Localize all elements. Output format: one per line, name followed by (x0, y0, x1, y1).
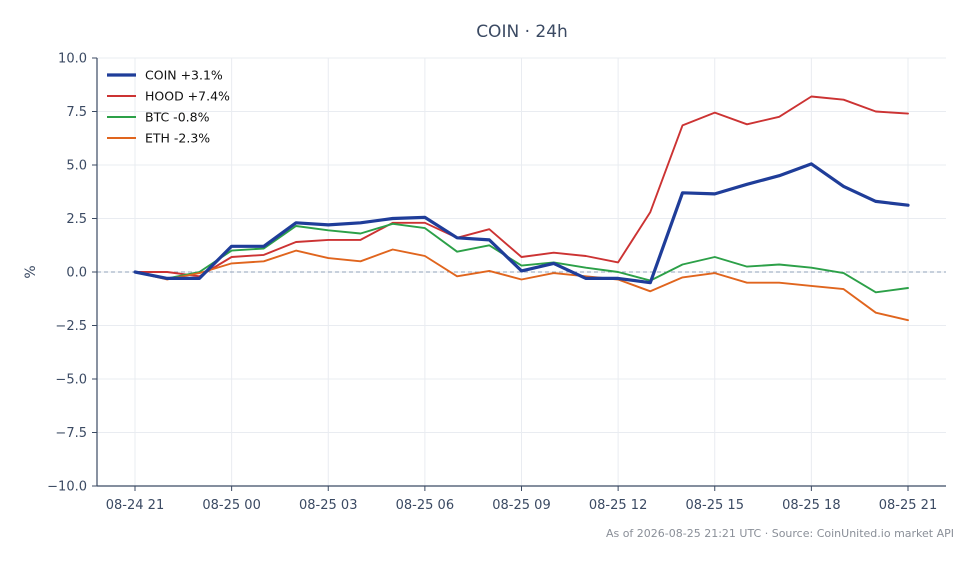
y-tick-label: 2.5 (66, 212, 87, 227)
chart-title: COIN · 24h (476, 22, 568, 42)
series-line-3 (134, 248, 909, 322)
y-tick-label: −2.5 (55, 319, 87, 334)
legend-label: BTC -0.8% (145, 110, 210, 125)
x-tick-label: 08-25 06 (396, 498, 454, 513)
x-tick-label: 08-24 21 (106, 498, 164, 513)
x-tick-label: 08-25 12 (589, 498, 647, 513)
y-tick-label: −5.0 (55, 373, 87, 388)
x-tick-label: 08-25 03 (299, 498, 357, 513)
legend-label: HOOD +7.4% (145, 89, 230, 104)
y-tick-label: −7.5 (55, 426, 87, 441)
series-lines (133, 95, 910, 322)
y-tick-label: 0.0 (66, 266, 87, 281)
series-line-1 (134, 95, 909, 278)
y-tick-label: 10.0 (58, 52, 87, 67)
x-axis-ticks: 08-24 21 08-25 00 08-25 03 08-25 06 08-25 09… (106, 486, 937, 513)
series-line-2 (134, 222, 909, 294)
x-tick-label: 08-25 21 (879, 498, 937, 513)
y-axis-ticks: 10.0 7.5 5.0 2.5 0.0 −2.5 −5.0 −7.5 −10.0 (47, 52, 97, 495)
y-axis-label: % (23, 265, 39, 278)
series-line-0 (133, 162, 910, 285)
y-tick-label: −10.0 (47, 480, 87, 495)
y-tick-label: 5.0 (66, 159, 87, 174)
legend-label: COIN +3.1% (145, 68, 223, 83)
x-tick-label: 08-25 18 (782, 498, 840, 513)
x-tick-label: 08-25 00 (202, 498, 260, 513)
y-tick-label: 7.5 (66, 105, 87, 120)
data-source-footnote: As of 2026-08-25 21:21 UTC · Source: Coi… (606, 527, 954, 540)
x-tick-label: 08-25 15 (686, 498, 744, 513)
x-tick-label: 08-25 09 (492, 498, 550, 513)
legend-label: ETH -2.3% (145, 131, 210, 146)
legend: COIN +3.1% HOOD +7.4% BTC -0.8% ETH -2.3% (107, 68, 230, 146)
